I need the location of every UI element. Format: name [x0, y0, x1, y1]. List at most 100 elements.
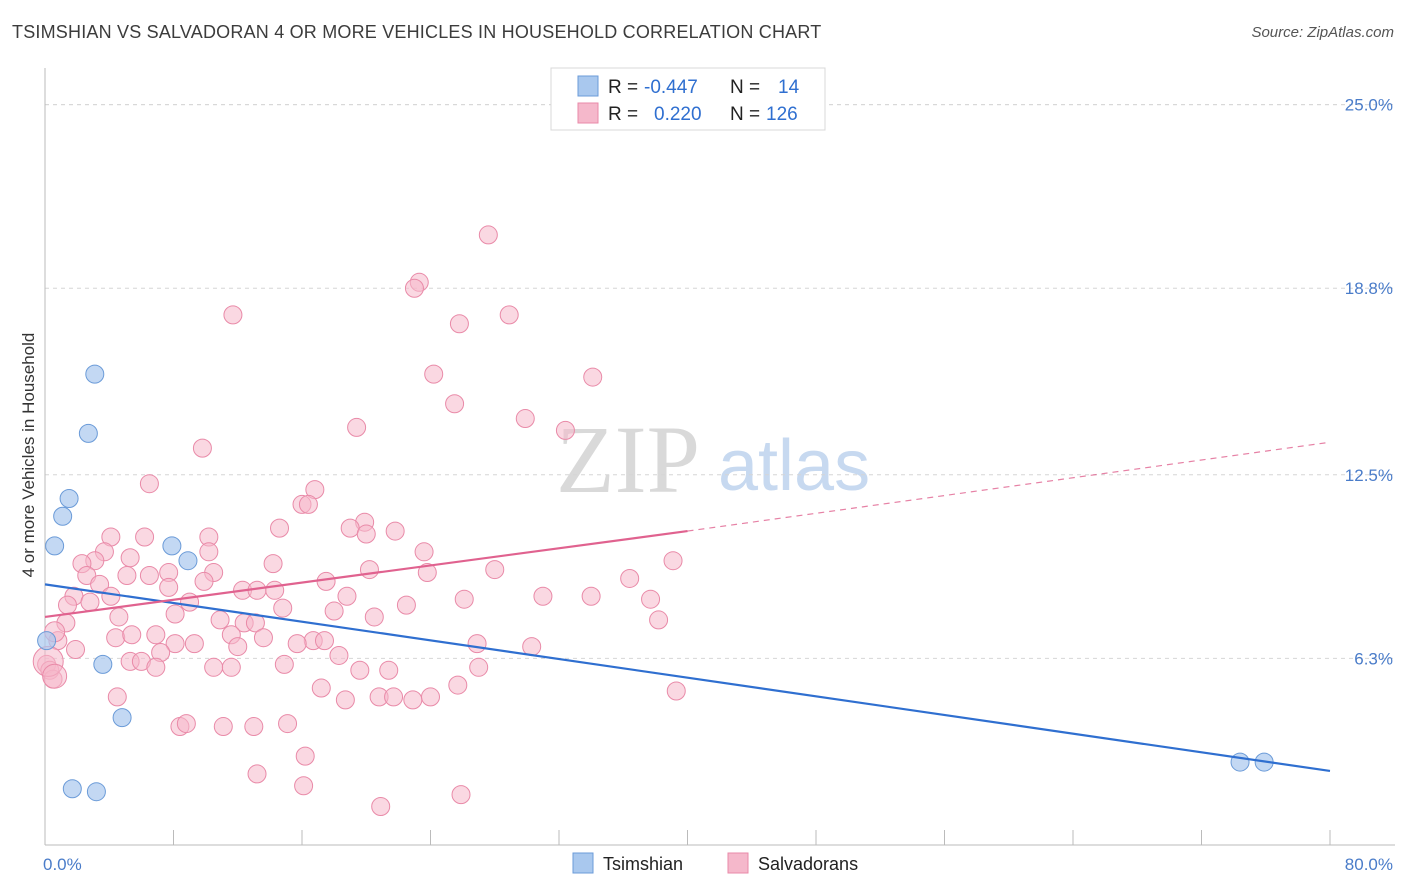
- y-tick-label: 12.5%: [1345, 466, 1393, 485]
- gridlines: [45, 104, 1395, 659]
- salvadorans-point: [316, 571, 336, 591]
- salvadorans-point: [159, 577, 179, 597]
- salvadorans-point: [194, 571, 214, 591]
- salvadorans-point: [522, 637, 542, 657]
- trendlines: [44, 441, 1331, 773]
- salvadorans-point: [253, 628, 273, 648]
- salvadorans-point: [120, 548, 140, 568]
- legend-r-label-2: R =: [608, 104, 638, 125]
- chart-title: TSIMSHIAN VS SALVADORAN 4 OR MORE VEHICL…: [12, 22, 822, 42]
- salvadorans-point: [199, 542, 219, 562]
- salvadorans-points: [32, 225, 686, 816]
- salvadorans-point: [356, 524, 376, 544]
- salvadorans-point: [649, 610, 669, 630]
- salvadorans-point: [499, 305, 519, 325]
- salvadorans-point: [340, 518, 360, 538]
- legend-r-value-1: -0.447: [644, 77, 698, 98]
- salvadorans-point: [469, 657, 489, 677]
- salvadorans-point: [66, 640, 86, 660]
- salvadorans-point: [467, 634, 487, 654]
- salvadorans-point: [247, 764, 267, 784]
- correlation-legend: R = -0.447 N = 14 R = 0.220 N = 126: [550, 67, 826, 131]
- bottom-legend-salvadorans: Salvadorans: [758, 854, 858, 874]
- salvadorans-point: [311, 678, 331, 698]
- tsimshian-point: [93, 654, 113, 674]
- y-tick-label: 25.0%: [1345, 96, 1393, 115]
- bottom-legend-swatch-tsimshian: [572, 852, 594, 874]
- salvadorans-point: [146, 657, 166, 677]
- tsimshian-points: [37, 364, 1274, 802]
- salvadorans-point: [109, 607, 129, 627]
- y-tick-label: 6.3%: [1354, 649, 1393, 668]
- legend-r-label-1: R =: [608, 77, 638, 98]
- salvadorans-point: [417, 563, 437, 583]
- salvadorans-point: [263, 554, 283, 574]
- salvadorans-point: [335, 690, 355, 710]
- salvadorans-point: [228, 637, 248, 657]
- salvadorans-point: [135, 527, 155, 547]
- salvadorans-point: [223, 305, 243, 325]
- series-legend: Tsimshian Salvadorans: [572, 852, 858, 874]
- salvadorans-point: [364, 607, 384, 627]
- legend-n-value-1: 14: [778, 77, 800, 98]
- bottom-legend-tsimshian: Tsimshian: [603, 854, 683, 874]
- salvadorans-point: [184, 634, 204, 654]
- salvadorans-point: [449, 314, 469, 334]
- salvadorans-point: [294, 776, 314, 796]
- legend-n-value-2: 126: [766, 104, 798, 125]
- salvadorans-point: [295, 746, 315, 766]
- salvadorans-point: [533, 586, 553, 606]
- salvadorans-point: [139, 566, 159, 585]
- salvadorans-point: [451, 785, 471, 805]
- salvadorans-point: [204, 657, 224, 677]
- salvadorans-point: [192, 438, 212, 458]
- tsimshian-point: [59, 489, 79, 508]
- legend-swatch-salvadorans: [577, 102, 599, 124]
- salvadorans-point: [273, 598, 293, 618]
- salvadorans-point: [57, 595, 77, 615]
- salvadorans-point: [454, 589, 474, 609]
- salvadorans-point: [620, 568, 640, 588]
- watermark-zip: ZIP: [556, 406, 700, 513]
- salvadorans-trendline: [44, 529, 688, 619]
- salvadorans-point: [641, 589, 661, 609]
- y-tick-label: 18.8%: [1345, 279, 1393, 298]
- salvadorans-point: [404, 278, 424, 298]
- salvadorans-point: [583, 367, 603, 387]
- salvadorans-point: [359, 560, 379, 580]
- salvadorans-point: [385, 521, 405, 541]
- salvadorans-point: [80, 592, 100, 612]
- salvadorans-point: [347, 417, 367, 437]
- salvadorans-point: [337, 586, 357, 606]
- salvadorans-point: [122, 625, 142, 645]
- salvadorans-point: [403, 690, 423, 710]
- tsimshian-point: [112, 708, 132, 728]
- salvadorans-point: [314, 631, 334, 651]
- salvadorans-point: [117, 566, 137, 585]
- salvadorans-point: [298, 494, 318, 514]
- salvadorans-point: [165, 604, 185, 624]
- salvadorans-point: [324, 601, 344, 621]
- tsimshian-point: [37, 631, 57, 651]
- salvadorans-point: [384, 687, 404, 707]
- legend-n-label-1: N =: [730, 77, 760, 98]
- salvadorans-point: [213, 717, 233, 737]
- salvadorans-point: [210, 610, 230, 630]
- salvadorans-point: [485, 560, 505, 580]
- y-axis-label: 4 or more Vehicles in Household: [19, 333, 38, 578]
- salvadorans-point: [663, 551, 683, 571]
- tsimshian-trendline: [44, 583, 1331, 773]
- tsimshian-point: [162, 536, 182, 556]
- watermark-atlas: atlas: [718, 426, 870, 506]
- legend-r-value-2: 0.220: [654, 104, 702, 125]
- legend-swatch-tsimshian: [577, 75, 599, 97]
- tsimshian-point: [62, 779, 82, 799]
- salvadorans-point: [414, 542, 434, 562]
- salvadorans-point: [424, 364, 444, 384]
- x-tick-label: 0.0%: [43, 855, 82, 874]
- salvadorans-trendline-extension: [687, 441, 1331, 532]
- tick-labels: 6.3% 12.5% 18.8% 25.0% 0.0% 80.0%: [43, 96, 1393, 874]
- salvadorans-point: [107, 687, 127, 707]
- axes: [44, 68, 1395, 846]
